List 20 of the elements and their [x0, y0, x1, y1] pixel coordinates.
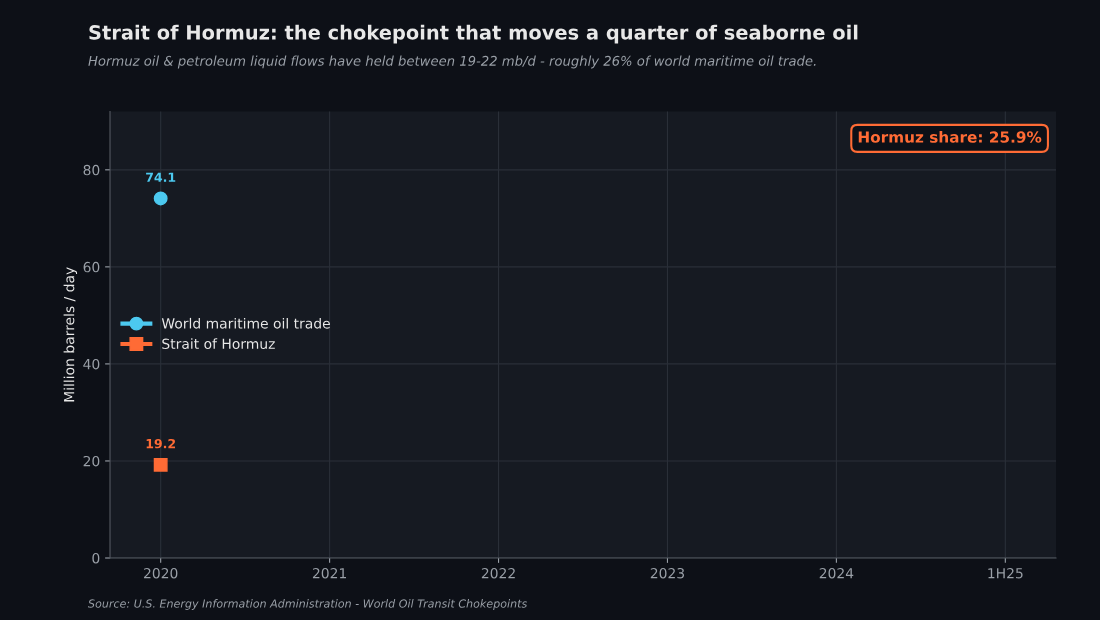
data-label: 19.2 — [146, 438, 176, 449]
legend-label: World maritime oil trade — [161, 317, 330, 329]
y-tick-label: 20 — [83, 455, 100, 467]
y-tick-label: 40 — [83, 358, 100, 370]
x-tick-label: 2022 — [481, 567, 515, 579]
x-tick-label: 2024 — [819, 567, 854, 579]
y-tick-label: 80 — [83, 164, 100, 176]
y-tick-label: 60 — [83, 261, 100, 273]
x-tick-label: 2020 — [144, 567, 178, 579]
y-axis-title: Million barrels / day — [63, 267, 78, 402]
annotation: Hormuz share: 25.9% — [858, 130, 1042, 143]
chart-subtitle: Hormuz oil & petroleum liquid flows have held between 19-22 mb/d - roughly 26% of world maritime oil trade. — [88, 55, 816, 69]
x-tick-label: 2023 — [650, 567, 685, 579]
data-label: 74.1 — [146, 172, 176, 182]
y-tick-label: 0 — [92, 552, 100, 564]
x-tick-label: 1H25 — [988, 567, 1023, 579]
chart-title: Strait of Hormuz: the chokepoint that moves a quarter of seaborne oil — [89, 24, 858, 44]
x-tick-label: 2021 — [312, 567, 346, 579]
legend-label: Strait of Hormuz — [162, 338, 275, 350]
source-note: Source: U.S. Energy Information Administration - World Oil Transit Chokepoints — [88, 599, 528, 610]
